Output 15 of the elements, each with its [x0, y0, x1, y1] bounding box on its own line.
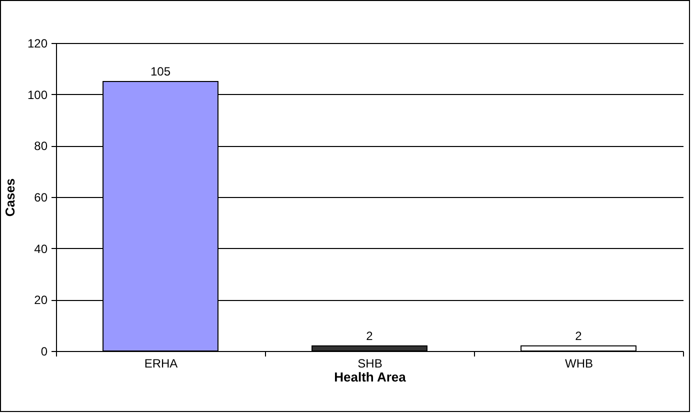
- data-label: 105: [150, 64, 171, 78]
- y-tick-label: 80: [34, 139, 48, 154]
- y-axis-title: Cases: [2, 178, 18, 217]
- y-tick-label: 20: [34, 293, 48, 308]
- y-tick-label: 100: [27, 88, 48, 102]
- x-tick-label: ERHA: [144, 356, 178, 370]
- y-tick-label: 0: [40, 344, 48, 358]
- y-tick-label: 40: [34, 242, 48, 256]
- y-tick-label: 120: [27, 36, 48, 50]
- data-label: 2: [366, 328, 374, 343]
- y-tick-label: 60: [34, 190, 48, 204]
- data-label: 2: [575, 328, 582, 343]
- x-axis-title: Health Area: [334, 370, 407, 384]
- x-tick-label: SHB: [358, 356, 382, 370]
- x-tick-label: WHB: [565, 356, 593, 370]
